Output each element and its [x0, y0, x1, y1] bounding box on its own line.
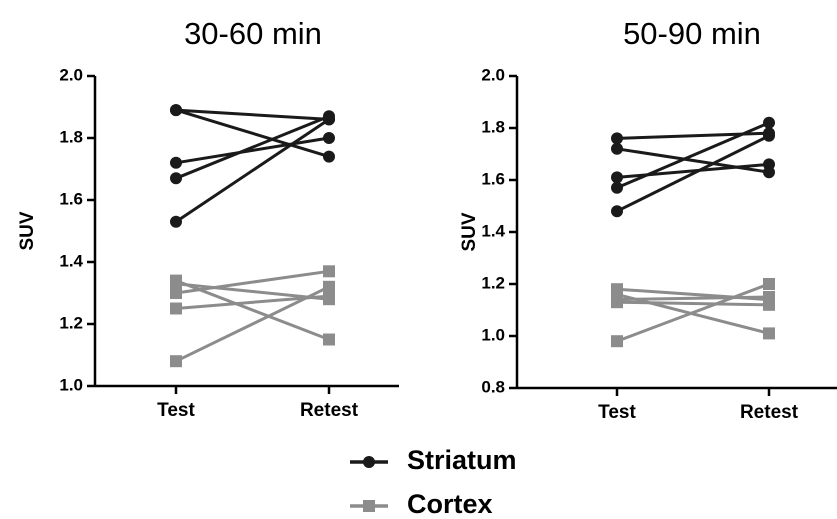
y-tick-label: 2.0 — [59, 65, 83, 84]
marker — [611, 181, 623, 194]
marker — [323, 265, 335, 278]
marker — [763, 158, 775, 171]
marker — [611, 205, 623, 218]
subject-line — [175, 282, 330, 301]
marker — [763, 298, 775, 311]
y-tick-label: 1.2 — [59, 313, 83, 332]
subject-line — [616, 300, 770, 307]
marker — [363, 500, 375, 512]
y-tick-label: 1.0 — [481, 325, 505, 344]
subject-line — [616, 147, 770, 174]
marker — [323, 293, 335, 306]
subject-line — [616, 162, 770, 179]
x-tick-label: Retest — [300, 400, 359, 421]
subject-line — [616, 295, 770, 302]
x-tick-label: Retest — [740, 402, 799, 423]
marker — [323, 113, 335, 126]
marker — [170, 277, 182, 290]
marker — [170, 156, 182, 169]
marker — [170, 355, 182, 368]
marker — [763, 129, 775, 142]
subject-line — [175, 136, 330, 165]
subject-line — [616, 134, 770, 213]
marker — [323, 150, 335, 163]
marker — [170, 215, 182, 228]
marker — [170, 302, 182, 315]
subject-line — [616, 282, 770, 343]
subject-line — [616, 121, 770, 190]
y-tick-label: 1.6 — [59, 189, 83, 208]
subject-line — [175, 114, 330, 180]
marker — [611, 132, 623, 145]
x-tick-label: Test — [157, 400, 195, 421]
y-tick-label: 1.8 — [59, 127, 83, 146]
marker — [611, 335, 623, 348]
subject-line — [175, 294, 330, 310]
chart-title: 30-60 min — [184, 16, 322, 51]
subject-line — [175, 269, 330, 295]
marker — [763, 116, 775, 129]
y-tick-label: 1.2 — [481, 273, 505, 292]
y-axis-label: SUV — [17, 211, 38, 250]
subject-line — [175, 108, 330, 159]
marker — [363, 456, 375, 468]
legend-label: Cortex — [407, 489, 493, 519]
chart-title: 50-90 min — [623, 16, 761, 51]
y-tick-label: 0.8 — [481, 377, 505, 396]
marker — [611, 171, 623, 184]
marker — [170, 172, 182, 185]
marker — [170, 104, 182, 117]
y-tick-label: 1.0 — [59, 375, 83, 394]
y-tick-label: 1.4 — [481, 221, 505, 240]
marker — [170, 287, 182, 299]
marker — [763, 278, 775, 290]
subject-line — [175, 118, 330, 223]
y-tick-label: 1.4 — [59, 251, 83, 270]
y-tick-label: 2.0 — [481, 65, 505, 84]
marker — [323, 280, 335, 293]
subject-line — [175, 108, 330, 121]
legend-label: Striatum — [407, 445, 517, 475]
x-tick-label: Test — [598, 402, 636, 423]
marker — [611, 142, 623, 155]
y-tick-label: 1.8 — [481, 117, 505, 136]
y-tick-label: 1.6 — [481, 169, 505, 188]
marker — [323, 333, 335, 346]
y-axis-label: SUV — [459, 212, 480, 251]
marker — [323, 132, 335, 144]
marker — [763, 327, 775, 340]
marker — [611, 296, 623, 309]
